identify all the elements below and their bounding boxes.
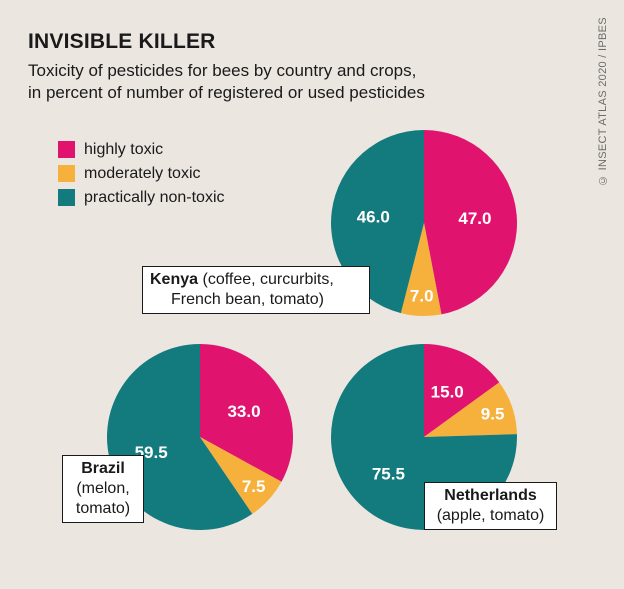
country-netherlands: Netherlands xyxy=(444,487,537,504)
legend-label-moderately: moderately toxic xyxy=(84,164,201,182)
pie-slice-netherlands-moderately xyxy=(424,382,517,437)
country-kenya: Kenya xyxy=(150,271,199,288)
pie-slice-brazil-moderately xyxy=(200,437,282,514)
legend-item-moderately: moderately toxic xyxy=(58,162,225,185)
data-label-brazil-highly: 33.0 xyxy=(227,402,260,421)
chart-subtitle: Toxicity of pesticides for bees by count… xyxy=(28,60,498,104)
legend-swatch-highly xyxy=(58,141,75,158)
pie-brazil: 33.07.559.5 xyxy=(107,344,293,530)
pie-slice-kenya-highly xyxy=(424,130,517,315)
data-label-brazil-moderately: 7.5 xyxy=(242,477,266,496)
crops-netherlands-line-1: (apple, tomato) xyxy=(436,507,545,524)
legend: highly toxic moderately toxic practicall… xyxy=(58,138,225,210)
subtitle-line-2: in percent of number of registered or us… xyxy=(28,83,425,102)
country-brazil: Brazil xyxy=(81,460,125,477)
legend-item-highly: highly toxic xyxy=(58,138,225,161)
callout-netherlands: Netherlands (apple, tomato) xyxy=(424,482,557,530)
data-label-kenya-highly: 47.0 xyxy=(458,209,491,228)
legend-swatch-nontoxic xyxy=(58,189,75,206)
data-label-netherlands-moderately: 9.5 xyxy=(481,405,505,424)
data-label-kenya-nontoxic: 46.0 xyxy=(357,208,390,227)
crops-kenya-line-2: French bean, tomato) xyxy=(171,291,324,308)
crops-kenya-line-1: (coffee, curcurbits, xyxy=(202,271,334,288)
callout-kenya: Kenya (coffee, curcurbits, French bean, … xyxy=(142,266,370,314)
pie-slice-kenya-moderately xyxy=(400,223,442,317)
data-label-netherlands-nontoxic: 75.5 xyxy=(372,465,405,484)
subtitle-line-1: Toxicity of pesticides for bees by count… xyxy=(28,61,417,80)
data-label-netherlands-highly: 15.0 xyxy=(431,382,464,401)
callout-brazil: Brazil (melon, tomato) xyxy=(62,455,144,523)
pie-slice-brazil-highly xyxy=(200,344,293,482)
legend-label-highly: highly toxic xyxy=(84,140,164,158)
pie-slice-netherlands-highly xyxy=(424,344,500,437)
legend-label-nontoxic: practically non-toxic xyxy=(84,188,225,206)
legend-item-nontoxic: practically non-toxic xyxy=(58,186,225,209)
crops-brazil-line-1: (melon, xyxy=(76,480,130,497)
crops-brazil-line-2: tomato) xyxy=(75,500,131,517)
legend-swatch-moderately xyxy=(58,165,75,182)
chart-title: INVISIBLE KILLER xyxy=(28,30,216,53)
data-label-kenya-moderately: 7.0 xyxy=(410,287,434,306)
